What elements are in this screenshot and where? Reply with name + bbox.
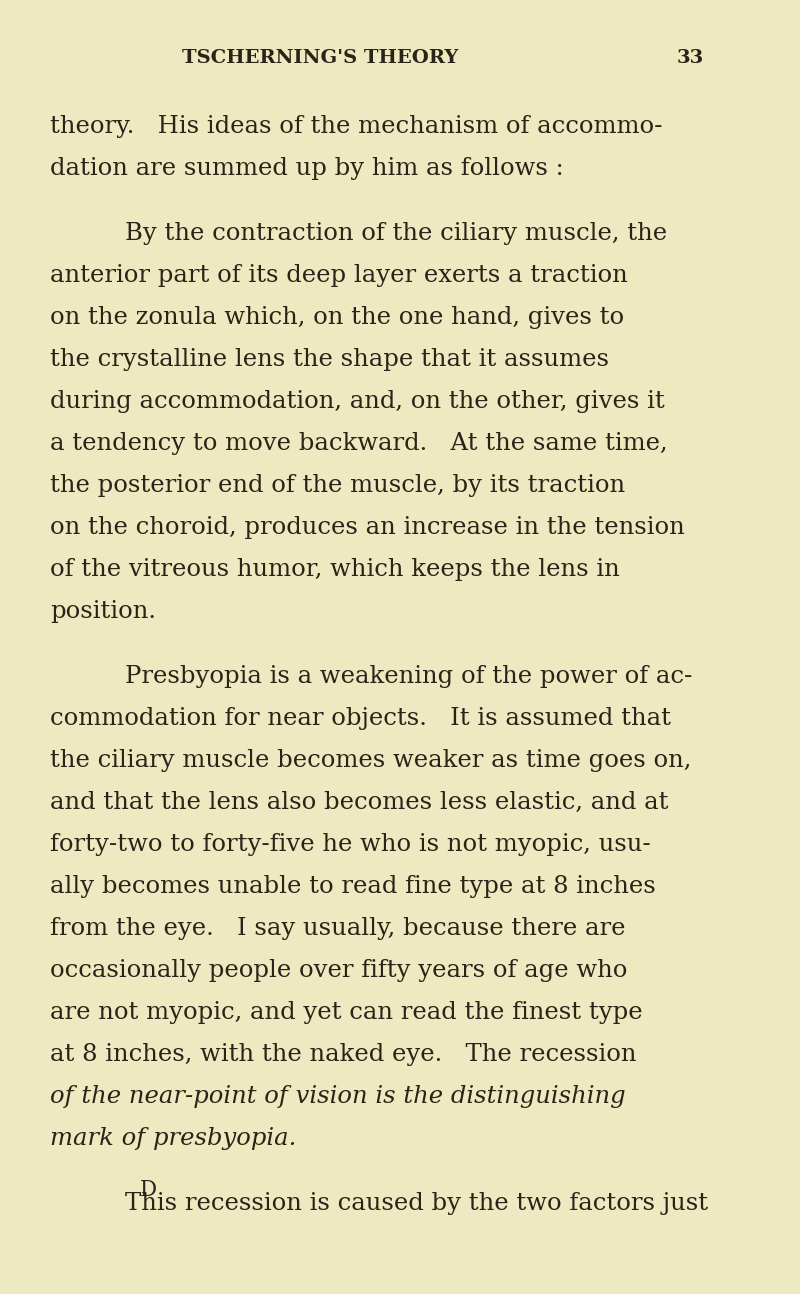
Text: on the zonula which, on the one hand, gives to: on the zonula which, on the one hand, gi… [50,307,624,329]
Text: during accommodation, and, on the other, gives it: during accommodation, and, on the other,… [50,389,665,413]
Text: position.: position. [50,600,156,624]
Text: at 8 inches, with the naked eye.   The recession: at 8 inches, with the naked eye. The rec… [50,1043,637,1066]
Text: TSCHERNING'S THEORY: TSCHERNING'S THEORY [182,49,458,67]
Text: the posterior end of the muscle, by its traction: the posterior end of the muscle, by its … [50,474,625,497]
Text: a tendency to move backward.   At the same time,: a tendency to move backward. At the same… [50,432,668,455]
Text: By the contraction of the ciliary muscle, the: By the contraction of the ciliary muscle… [125,223,667,245]
Text: of the vitreous humor, which keeps the lens in: of the vitreous humor, which keeps the l… [50,558,620,581]
Text: anterior part of its deep layer exerts a traction: anterior part of its deep layer exerts a… [50,264,628,287]
Text: forty-two to forty-five he who is not myopic, usu-: forty-two to forty-five he who is not my… [50,833,650,857]
Text: 33: 33 [676,49,704,67]
Text: occasionally people over fifty years of age who: occasionally people over fifty years of … [50,959,627,982]
Text: the ciliary muscle becomes weaker as time goes on,: the ciliary muscle becomes weaker as tim… [50,749,691,773]
Text: of the near-point of vision is the distinguishing: of the near-point of vision is the disti… [50,1086,626,1108]
Text: D: D [139,1179,157,1201]
Text: dation are summed up by him as follows :: dation are summed up by him as follows : [50,157,564,180]
Text: the crystalline lens the shape that it assumes: the crystalline lens the shape that it a… [50,348,609,371]
Text: This recession is caused by the two factors just: This recession is caused by the two fact… [125,1192,708,1215]
Text: and that the lens also becomes less elastic, and at: and that the lens also becomes less elas… [50,791,669,814]
Text: on the choroid, produces an increase in the tension: on the choroid, produces an increase in … [50,516,685,540]
Text: mark of presbyopia.: mark of presbyopia. [50,1127,296,1150]
Text: Presbyopia is a weakening of the power of ac-: Presbyopia is a weakening of the power o… [125,665,692,688]
Text: theory.   His ideas of the mechanism of accommo-: theory. His ideas of the mechanism of ac… [50,115,662,138]
Text: from the eye.   I say usually, because there are: from the eye. I say usually, because the… [50,917,626,941]
Text: ally becomes unable to read fine type at 8 inches: ally becomes unable to read fine type at… [50,875,656,898]
Text: commodation for near objects.   It is assumed that: commodation for near objects. It is assu… [50,708,671,730]
Text: are not myopic, and yet can read the finest type: are not myopic, and yet can read the fin… [50,1002,642,1024]
